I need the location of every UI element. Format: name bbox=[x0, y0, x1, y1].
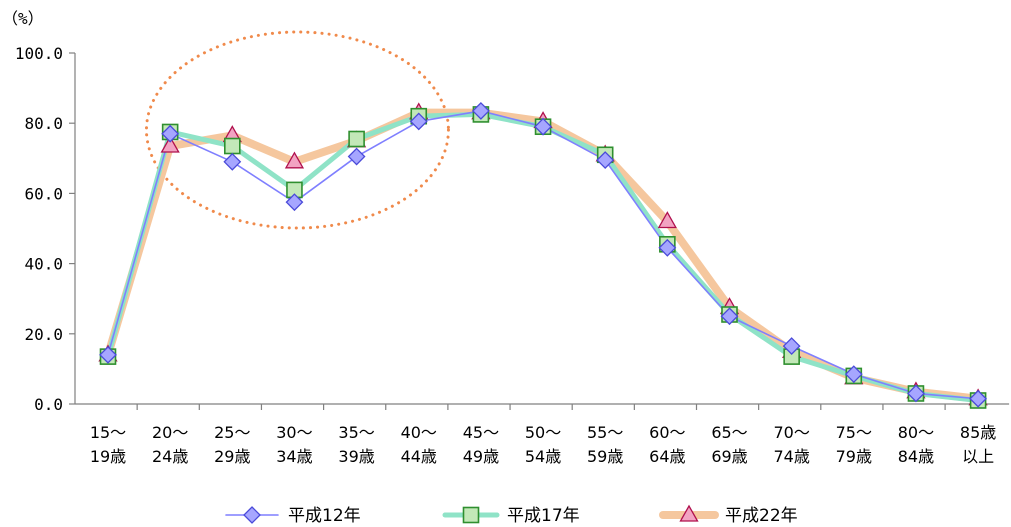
x-tick-label: 44歳 bbox=[401, 447, 437, 466]
y-tick-label: 40.0 bbox=[24, 255, 63, 274]
x-tick-label: 84歳 bbox=[898, 447, 934, 466]
highlight-dotted-ellipse bbox=[144, 30, 450, 230]
triangle-marker bbox=[160, 135, 180, 153]
x-tick-label: 59歳 bbox=[587, 447, 623, 466]
x-tick-label: 69歳 bbox=[711, 447, 747, 466]
x-tick-label: 49歳 bbox=[463, 447, 499, 466]
diamond-marker bbox=[969, 389, 988, 408]
x-tick-label: 74歳 bbox=[773, 447, 809, 466]
series-markers bbox=[99, 101, 988, 408]
x-tick-label: 50～ bbox=[525, 423, 561, 442]
x-tick-label: 40～ bbox=[401, 423, 437, 442]
x-tick-label: 60～ bbox=[649, 423, 685, 442]
series-line bbox=[104, 108, 983, 403]
x-tick-label: 34歳 bbox=[276, 447, 312, 466]
diamond-marker bbox=[471, 101, 490, 120]
y-axis-unit-label: （%） bbox=[2, 9, 44, 28]
x-tick-label: 70～ bbox=[773, 423, 809, 442]
x-tick-label: 45～ bbox=[463, 423, 499, 442]
diamond-marker bbox=[534, 117, 552, 136]
legend-item: 平成12年 bbox=[225, 506, 361, 526]
x-tick-label: 以上 bbox=[962, 447, 994, 466]
x-tick-label: 54歳 bbox=[525, 447, 561, 466]
triangle-marker bbox=[284, 151, 305, 169]
series-lines bbox=[98, 101, 988, 409]
x-tick-label: 55～ bbox=[587, 423, 623, 442]
legend: 平成12年 平成17年 平成22年 bbox=[225, 504, 798, 526]
x-tick-label: 24歳 bbox=[152, 447, 188, 466]
y-tick-label: 20.0 bbox=[24, 325, 63, 344]
y-tick-label: 0.0 bbox=[34, 395, 63, 414]
diamond-marker bbox=[782, 337, 801, 356]
y-tick-label: 100.0 bbox=[15, 44, 63, 63]
x-tick-label: 20～ bbox=[152, 423, 188, 442]
diamond-marker bbox=[223, 152, 242, 171]
x-axis: 15～ 19歳 20～ 24歳 25～ 29歳 30～ 34歳 35～ 39歳 40～ 44歳 45～ 4… bbox=[75, 403, 1010, 466]
diamond-marker bbox=[596, 151, 615, 169]
diamond-marker bbox=[907, 384, 925, 403]
triangle-marker bbox=[657, 211, 677, 229]
x-tick-label: 15～ bbox=[90, 423, 126, 442]
x-tick-label: 39歳 bbox=[338, 447, 374, 466]
legend-item: 平成22年 bbox=[659, 504, 798, 526]
diamond-marker bbox=[409, 112, 428, 131]
x-tick-label: 29歳 bbox=[214, 447, 250, 466]
series-markers bbox=[99, 106, 987, 409]
series-line bbox=[105, 111, 981, 403]
diamond-marker bbox=[844, 365, 863, 384]
square-marker bbox=[348, 130, 365, 148]
y-tick-label: 60.0 bbox=[24, 184, 63, 203]
x-tick-label: 30～ bbox=[276, 423, 312, 442]
x-tick-label: 19歳 bbox=[90, 447, 126, 466]
square-marker bbox=[224, 137, 241, 155]
triangle-marker bbox=[679, 504, 699, 522]
x-tick-label: 85歳 bbox=[960, 423, 996, 442]
legend-item: 平成17年 bbox=[442, 506, 580, 526]
diamond-marker bbox=[243, 506, 261, 524]
legend-label: 平成17年 bbox=[507, 506, 580, 526]
diamond-marker bbox=[285, 193, 304, 212]
x-tick-label: 65～ bbox=[711, 423, 747, 442]
diamond-marker bbox=[99, 345, 117, 364]
diamond-marker bbox=[347, 147, 366, 166]
highlight-ellipse bbox=[144, 30, 450, 230]
diamond-marker bbox=[161, 124, 180, 143]
x-tick-label: 80～ bbox=[898, 423, 934, 442]
y-axis: 0.0 20.0 40.0 60.0 80.0 100.0 bbox=[15, 44, 76, 414]
diamond-marker bbox=[658, 238, 677, 257]
legend-label: 平成22年 bbox=[725, 506, 798, 526]
x-tick-label: 25～ bbox=[214, 423, 250, 442]
x-tick-label: 75～ bbox=[836, 423, 872, 442]
legend-label: 平成12年 bbox=[288, 506, 361, 526]
x-tick-label: 35～ bbox=[338, 423, 374, 442]
square-marker bbox=[462, 506, 480, 524]
x-tick-label: 79歳 bbox=[836, 447, 872, 466]
y-tick-label: 80.0 bbox=[24, 114, 63, 133]
x-tick-label: 64歳 bbox=[649, 447, 685, 466]
diamond-marker bbox=[720, 307, 739, 326]
